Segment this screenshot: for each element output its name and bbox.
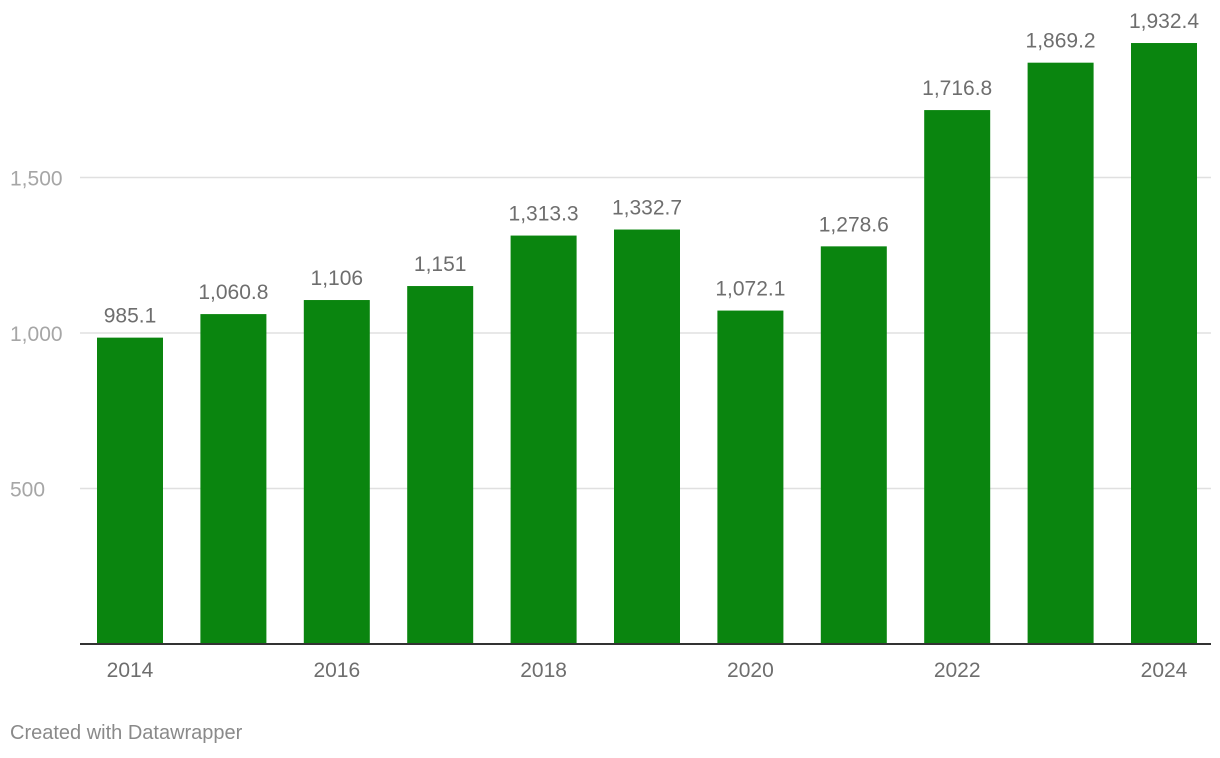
value-label-2014: 985.1 [104,305,157,328]
y-tick-label-500: 500 [10,479,45,502]
value-label-2017: 1,151 [414,253,467,276]
y-tick-label-1000: 1,000 [10,323,63,346]
bars [97,43,1197,645]
bar-2018 [510,235,577,644]
value-label-2018: 1,313.3 [509,203,579,226]
value-label-2015: 1,060.8 [198,281,268,304]
chart-svg: 500 1,000 1,500 985.1 1,060.8 1,106 1,151 1,31… [10,10,1211,682]
bar-2016 [303,300,370,644]
value-label-2019: 1,332.7 [612,197,682,220]
value-label-2016: 1,106 [311,267,364,290]
x-tick-label-2014: 2014 [107,659,154,682]
x-tick-label-2020: 2020 [727,659,774,682]
bar-2022 [924,110,991,645]
bar-2024 [1131,43,1197,644]
value-labels: 985.1 1,060.8 1,106 1,151 1,313.3 1,332.7 1,07… [104,10,1200,328]
bar-2019 [614,229,680,644]
datawrapper-credit: Created with Datawrapper [10,722,243,744]
x-tick-label-2018: 2018 [520,659,567,682]
x-tick-label-2024: 2024 [1141,659,1188,682]
y-tick-label-1500: 1,500 [10,168,63,191]
bar-2015 [200,314,267,644]
bar-2020 [717,310,784,644]
value-label-2021: 1,278.6 [819,213,889,236]
bar-2017 [407,286,474,644]
value-label-2023: 1,869.2 [1026,30,1096,53]
bar-2021 [820,246,887,644]
value-label-2020: 1,072.1 [715,278,785,301]
x-tick-label-2016: 2016 [313,659,360,682]
value-label-2024: 1,932.4 [1129,10,1199,33]
bar-chart: 500 1,000 1,500 985.1 1,060.8 1,106 1,151 1,31… [10,10,1211,682]
value-label-2022: 1,716.8 [922,77,992,100]
bar-2014 [97,337,163,644]
x-axis: 2014 2016 2018 2020 2022 2024 [80,643,1211,682]
x-tick-label-2022: 2022 [934,659,981,682]
bar-2023 [1027,62,1094,645]
